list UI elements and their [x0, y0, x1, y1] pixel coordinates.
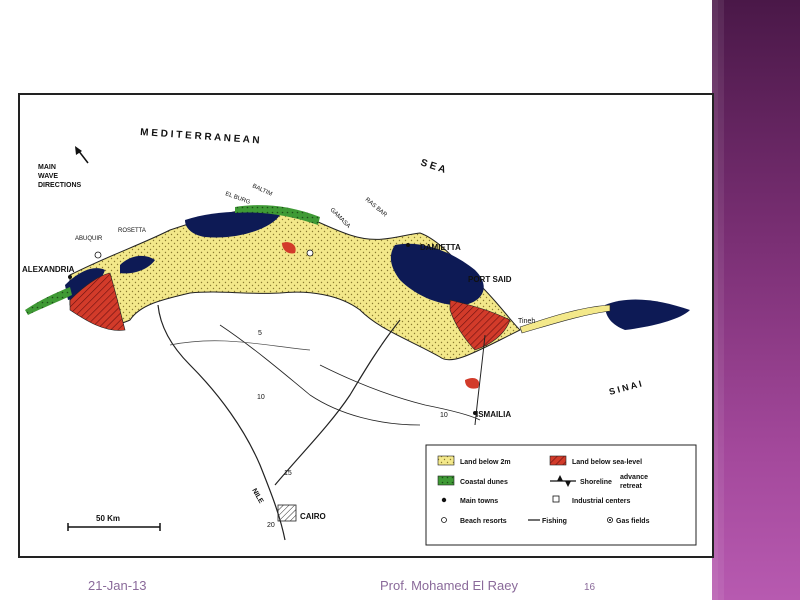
- legend-label: Gas fields: [616, 518, 650, 525]
- slide-author: Prof. Mohamed El Raey: [380, 578, 519, 593]
- place-label: CAIRO: [300, 512, 326, 521]
- place-label: NILE: [250, 488, 264, 506]
- sea-label: M E D I T E R R A N E A N: [140, 127, 260, 146]
- industrial-center-icon: [552, 495, 560, 503]
- map-canvas: M E D I T E R R A N E A N S E A MAIN WAV…: [22, 127, 697, 546]
- contour-label: 10: [440, 412, 448, 419]
- place-label: PORT SAID: [468, 275, 512, 284]
- map-legend: Land below 2m Land below sea-level Coast…: [425, 444, 697, 546]
- place-label: ROSETTA: [118, 228, 146, 234]
- place-label: Tineh: [518, 318, 535, 325]
- arrow-head-icon: [75, 146, 82, 155]
- land-below-sea-level-west: [69, 272, 126, 331]
- main-town-icon: [473, 411, 477, 415]
- land-below-sea-level-patch: [282, 242, 296, 254]
- lake-burullus: [185, 211, 280, 238]
- contour-label: 20: [267, 522, 275, 529]
- lake-idku: [120, 255, 155, 274]
- place-label: ALEXANDRIA: [22, 265, 75, 274]
- legend-swatch-coastal-dunes: [437, 475, 455, 486]
- tineh-coastline: [519, 304, 611, 334]
- coastal-dunes-north: [235, 205, 320, 225]
- place-label: EL BURG: [224, 191, 251, 206]
- legend-label: Fishing: [542, 518, 567, 525]
- legend-swatch-land-below-2m: [437, 455, 455, 466]
- gas-field-icon: [306, 249, 314, 257]
- legend-label: Land below 2m: [460, 459, 511, 466]
- main-town-icon: [441, 497, 447, 503]
- legend-swatch-land-below-sea-level: [549, 455, 567, 466]
- contour-label: 15: [284, 470, 292, 477]
- wave-label: MAIN: [38, 164, 56, 171]
- beach-resort-icon: [441, 517, 447, 523]
- suez-canal: [474, 334, 486, 426]
- legend-label: Beach resorts: [460, 518, 507, 525]
- legend-label: Coastal dunes: [460, 479, 508, 486]
- decoration-stripe: [718, 0, 724, 600]
- nile-branch: [157, 304, 286, 541]
- land-below-sea-level-patch: [465, 377, 480, 389]
- decoration-stripe: [712, 0, 718, 600]
- place-label: DAMIETTA: [420, 243, 461, 252]
- gas-field-icon: [94, 251, 102, 259]
- slide-decoration-bar: [712, 0, 800, 600]
- place-label: ISMAILIA: [476, 410, 511, 419]
- slide-page-number: 16: [584, 582, 596, 593]
- contour-label: 10: [257, 394, 265, 401]
- scale-label: 50 Km: [96, 514, 120, 523]
- nile-branch: [274, 319, 401, 486]
- nile-delta-map: M E D I T E R R A N E A N S E A MAIN WAV…: [18, 93, 714, 558]
- canal: [319, 364, 481, 421]
- land-below-sea-level-east: [449, 299, 511, 351]
- cairo-marker: [277, 504, 297, 522]
- lake-mariut: [65, 268, 105, 300]
- legend-label: Main towns: [460, 498, 498, 505]
- contour-label: 5: [258, 330, 262, 337]
- canal: [219, 324, 421, 426]
- place-label: S I N A I: [608, 379, 643, 397]
- sea-label: S E A: [419, 157, 447, 175]
- shoreline-advance-icon: [557, 475, 563, 481]
- place-label: BALTIM: [251, 183, 273, 197]
- wave-label: WAVE: [38, 173, 58, 180]
- place-label: ABUQUIR: [75, 236, 103, 242]
- lake-bardawil: [605, 299, 690, 330]
- lake-manzala: [390, 243, 484, 306]
- main-town-icon: [406, 243, 410, 247]
- place-label: RAS BAR: [364, 197, 389, 219]
- wave-label: DIRECTIONS: [38, 182, 82, 189]
- shoreline-retreat-icon: [565, 481, 571, 487]
- legend-label: Land below sea-level: [572, 459, 642, 466]
- legend-label: advance: [620, 474, 648, 481]
- gas-field-icon-center: [609, 519, 611, 521]
- legend-label: retreat: [620, 483, 642, 490]
- legend-label: Shoreline: [580, 479, 612, 486]
- contour-line: [169, 340, 311, 351]
- coastal-dunes-west: [25, 287, 72, 315]
- slide-date: 21-Jan-13: [88, 578, 147, 593]
- legend-label: Industrial centers: [572, 498, 630, 505]
- main-town-icon: [68, 275, 72, 279]
- place-label: GAMASA: [329, 207, 351, 229]
